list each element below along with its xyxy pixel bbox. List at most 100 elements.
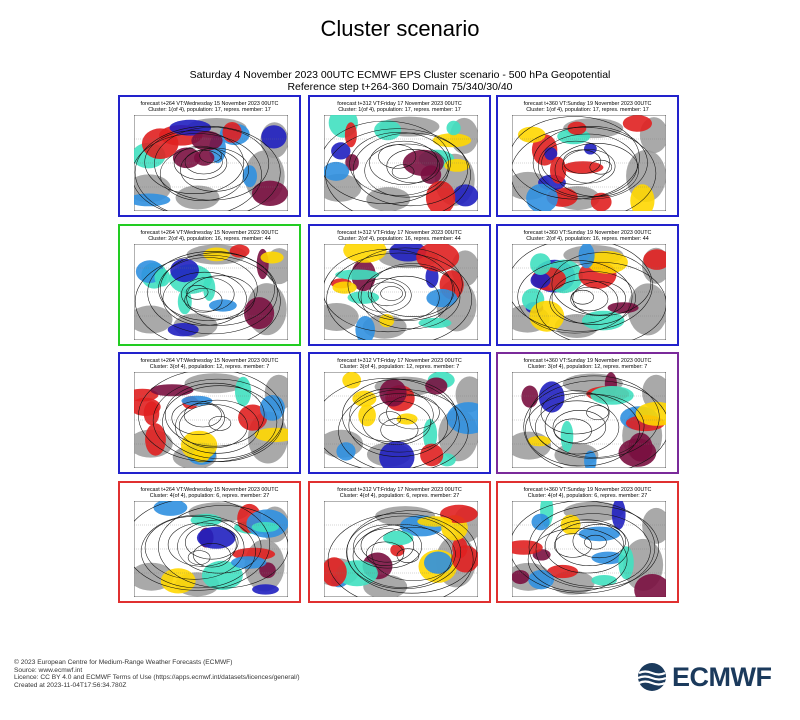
anomaly-area xyxy=(203,247,230,262)
anomaly-area xyxy=(252,584,279,595)
geopotential-contour xyxy=(185,285,209,300)
anomaly-area xyxy=(402,149,444,176)
created-text: Created at 2023-11-04T17:56:34.780Z xyxy=(14,681,127,689)
anomaly-area xyxy=(451,545,478,573)
geopotential-contour xyxy=(353,132,468,207)
geopotential-contour xyxy=(535,400,620,455)
panel-forecast-label: forecast t+360 VT:Sunday 19 November 202… xyxy=(523,358,652,364)
anomaly-area xyxy=(141,128,179,159)
panel-forecast-label: forecast t+264 VT:Wednesday 15 November … xyxy=(140,358,279,364)
anomaly-area xyxy=(352,390,377,407)
anomaly-area xyxy=(562,161,604,174)
geopotential-contour xyxy=(370,263,455,317)
anomaly-area xyxy=(530,272,551,289)
panel-forecast-label: forecast t+360 VT:Sunday 19 November 202… xyxy=(523,487,652,493)
geopotential-contour xyxy=(177,519,262,574)
geopotential-contour xyxy=(364,143,449,198)
geopotential-contour xyxy=(346,510,477,594)
anomaly-area xyxy=(425,180,456,211)
geopotential-contour xyxy=(369,140,438,185)
panel-forecast-label: forecast t+312 VT:Friday 17 November 202… xyxy=(337,358,462,364)
anomaly-area xyxy=(238,404,268,431)
anomaly-area xyxy=(343,244,387,263)
geopotential-contour xyxy=(584,534,607,550)
anomaly-area xyxy=(578,244,595,269)
geopotential-contour xyxy=(325,128,471,211)
anomaly-area xyxy=(358,404,376,427)
cluster-panel: forecast t+312 VT:Friday 17 November 202… xyxy=(308,224,491,346)
geopotential-contour xyxy=(535,513,651,587)
anomaly-area xyxy=(418,317,452,329)
geopotential-contour xyxy=(353,524,422,569)
anomaly-area xyxy=(332,281,357,294)
geopotential-contour xyxy=(512,126,657,211)
anomaly-area xyxy=(622,115,652,132)
panel-forecast-label: forecast t+312 VT:Friday 17 November 202… xyxy=(337,487,462,493)
geopotential-contour xyxy=(140,514,256,589)
geopotential-contour xyxy=(346,515,462,590)
geopotential-contour xyxy=(360,265,461,330)
geopotential-contour xyxy=(380,286,403,301)
anomaly-area xyxy=(440,504,478,524)
geopotential-contour xyxy=(572,281,626,316)
anomaly-area xyxy=(420,443,444,467)
geopotential-contour xyxy=(158,257,258,321)
geopotential-map xyxy=(134,244,288,340)
panel-cluster-label: Cluster: 4(of 4), population: 6, repres.… xyxy=(527,493,648,499)
cluster-panel: forecast t+312 VT:Friday 17 November 202… xyxy=(308,481,491,603)
geopotential-contour xyxy=(367,281,406,307)
geopotential-contour xyxy=(178,404,248,449)
panel-forecast-label: forecast t+360 VT:Sunday 19 November 202… xyxy=(523,230,652,236)
geopotential-contour xyxy=(175,399,260,454)
geopotential-contour xyxy=(144,130,244,194)
anomaly-area xyxy=(153,501,188,516)
anomaly-area xyxy=(374,120,402,141)
anomaly-area xyxy=(180,430,218,460)
geopotential-contour xyxy=(391,164,415,179)
geopotential-contour xyxy=(187,550,211,565)
anomaly-area xyxy=(235,376,252,407)
cluster-panel: forecast t+360 VT:Sunday 19 November 202… xyxy=(496,224,679,346)
geopotential-contour xyxy=(536,262,666,340)
land-mass xyxy=(642,507,666,544)
anomaly-area xyxy=(170,258,199,283)
anomaly-area xyxy=(416,244,460,272)
geopotential-contour xyxy=(199,148,222,163)
source-text: Source: www.ecmwf.int xyxy=(14,666,83,674)
anomaly-area xyxy=(383,530,414,546)
geopotential-contour xyxy=(512,116,640,200)
anomaly-area xyxy=(134,193,171,207)
panel-cluster-label: Cluster: 1(of 4), population: 17, repres… xyxy=(338,107,461,113)
panel-cluster-label: Cluster: 2(of 4), population: 16, repres… xyxy=(148,236,271,242)
anomaly-area xyxy=(191,131,223,151)
anomaly-area xyxy=(261,125,287,149)
anomaly-area xyxy=(196,526,236,549)
anomaly-area xyxy=(547,564,579,579)
geopotential-contour xyxy=(358,278,412,313)
cluster-panel: forecast t+312 VT:Friday 17 November 202… xyxy=(308,95,491,217)
geopotential-contour xyxy=(386,149,440,184)
licence-text: Licence: CC BY 4.0 and ECMWF Terms of Us… xyxy=(14,674,300,682)
anomaly-area xyxy=(251,522,279,533)
panel-cluster-label: Cluster: 3(of 4), population: 12, repres… xyxy=(149,364,270,370)
anomaly-area xyxy=(231,556,267,569)
cluster-panel: forecast t+360 VT:Sunday 19 November 202… xyxy=(496,481,679,603)
anomaly-area xyxy=(203,276,216,301)
panel-cluster-label: Cluster: 2(of 4), population: 16, repres… xyxy=(338,236,461,242)
anomaly-area xyxy=(345,154,359,171)
geopotential-contour xyxy=(525,392,640,467)
panel-forecast-label: forecast t+264 VT:Wednesday 15 November … xyxy=(140,487,279,493)
anomaly-area xyxy=(222,122,242,143)
anomaly-area xyxy=(379,379,407,407)
geopotential-contour xyxy=(180,147,249,192)
panel-forecast-label: forecast t+264 VT:Wednesday 15 November … xyxy=(140,101,279,107)
anomaly-area xyxy=(512,540,543,555)
anomaly-area xyxy=(424,551,452,574)
geopotential-contour xyxy=(159,147,245,201)
anomaly-area xyxy=(560,514,581,535)
geopotential-contour xyxy=(147,251,278,335)
geopotential-contour xyxy=(553,418,592,443)
geopotential-contour xyxy=(586,405,609,420)
geopotential-contour xyxy=(370,275,440,320)
geopotential-contour xyxy=(541,140,611,185)
